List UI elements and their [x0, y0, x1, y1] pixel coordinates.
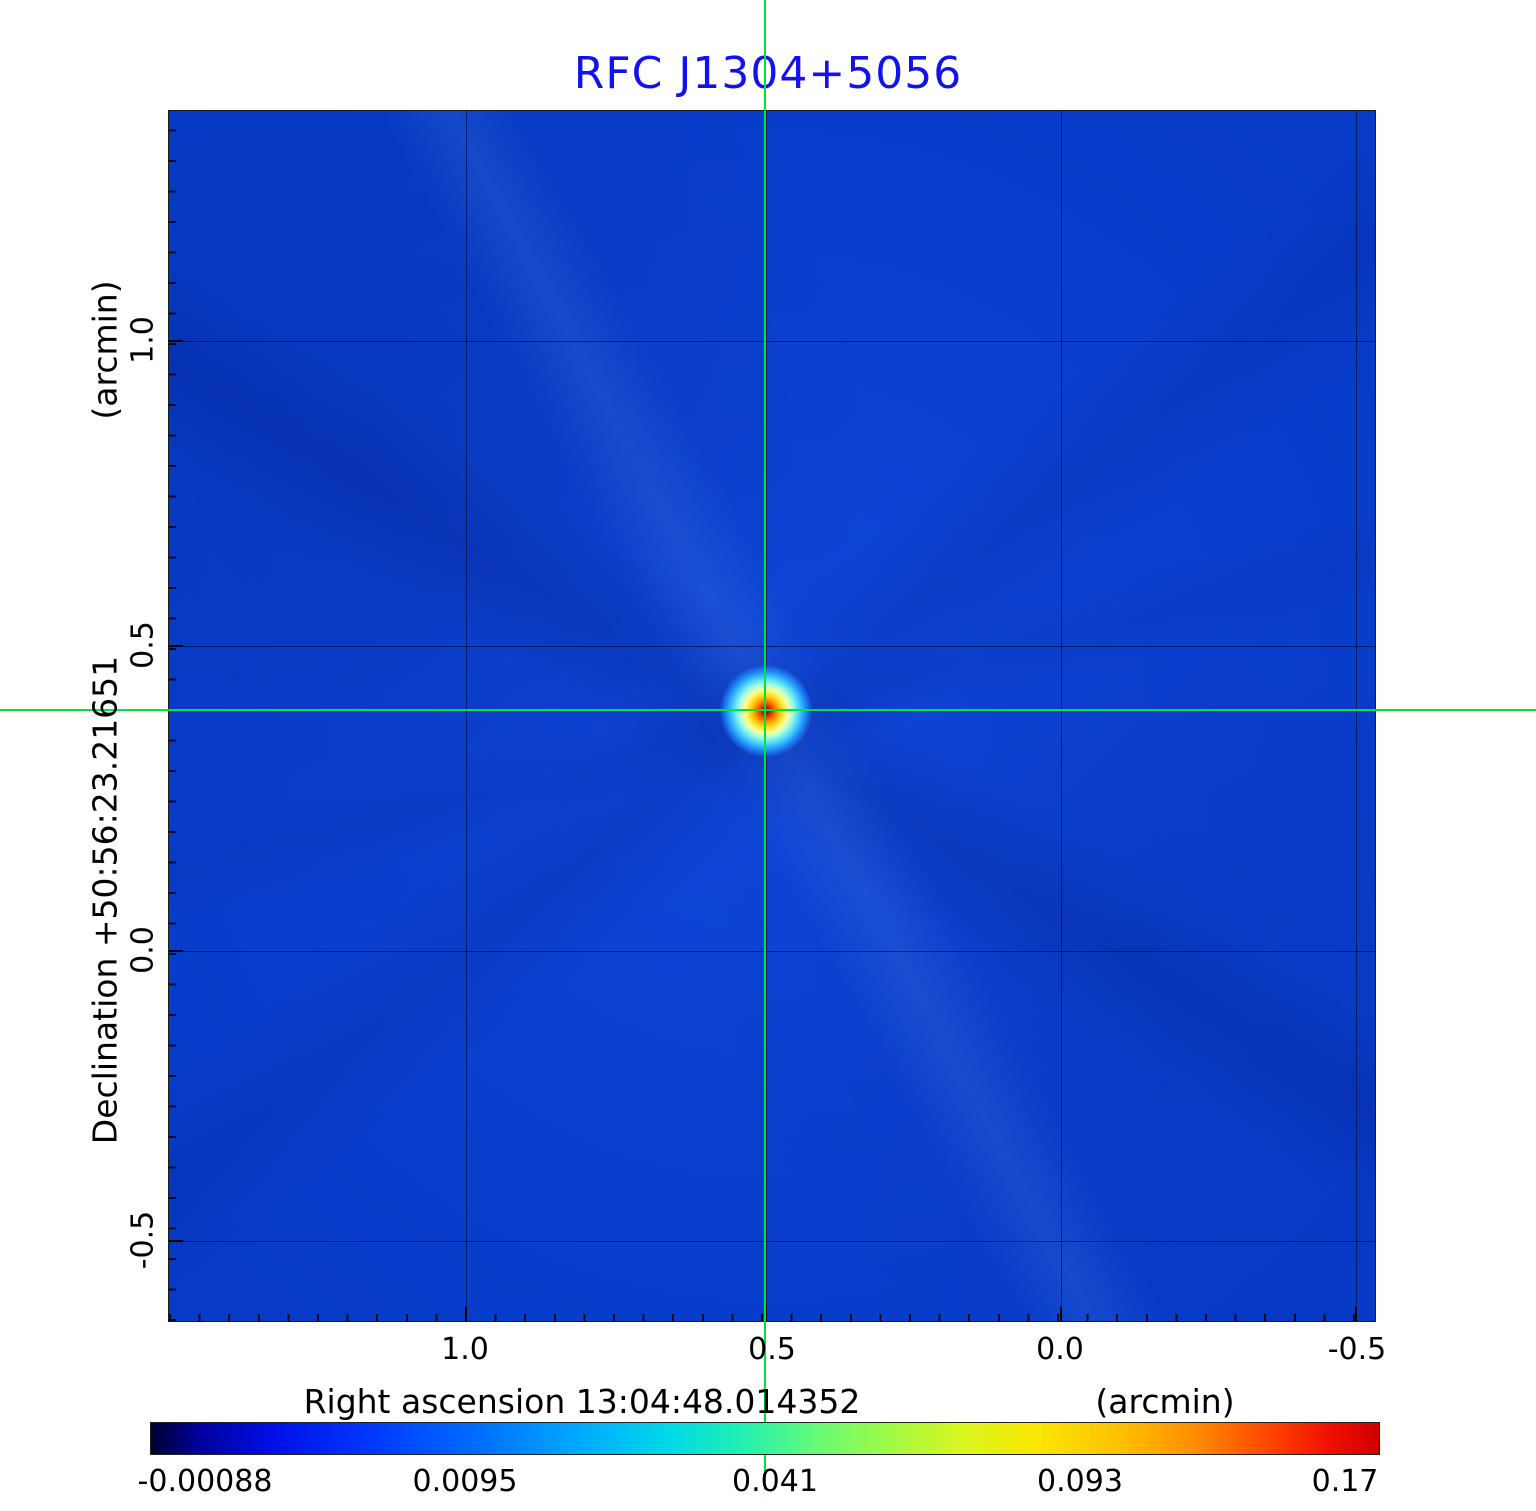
grid-line-v-3 [1061, 111, 1062, 1321]
major-tick-x-1 [465, 1307, 467, 1321]
grid-line-h-1 [169, 341, 1375, 342]
minor-ticks-x [169, 1314, 1375, 1321]
x-axis-label: Right ascension 13:04:48.014352 [303, 1382, 861, 1421]
y-tick-label-3: 0.0 [125, 926, 161, 974]
y-tick-label-2: 0.5 [125, 621, 161, 669]
crosshair-horizontal-line [0, 709, 1536, 711]
colorbar-tick-2: 0.0095 [412, 1464, 518, 1499]
major-tick-x-2 [765, 1307, 767, 1321]
grid-line-v-4 [1356, 111, 1357, 1321]
major-tick-y-1 [169, 340, 183, 342]
colorbar-tick-3: 0.041 [732, 1464, 818, 1499]
major-tick-y-3 [169, 950, 183, 952]
minor-ticks-y [169, 111, 176, 1321]
major-tick-x-3 [1060, 1307, 1062, 1321]
major-tick-y-4 [169, 1240, 183, 1242]
x-tick-label-3: 0.0 [1036, 1332, 1084, 1367]
x-tick-label-4: -0.5 [1327, 1332, 1387, 1367]
crosshair-vertical-line [764, 0, 766, 1490]
y-tick-label-1: 1.0 [125, 316, 161, 364]
y-axis-unit: (arcmin) [85, 280, 125, 420]
grid-line-v-1 [466, 111, 467, 1321]
colorbar-tick-1: -0.00088 [137, 1464, 273, 1499]
x-tick-label-2: 0.5 [748, 1332, 796, 1367]
major-tick-y-2 [169, 645, 183, 647]
radio-map [168, 110, 1376, 1322]
colorbar-tick-5: 0.17 [1311, 1464, 1379, 1499]
y-axis-label: Declination +50:56:23.21651 [85, 655, 125, 1145]
page-title: RFC J1304+5056 [573, 48, 963, 99]
grid-line-h-4 [169, 1241, 1375, 1242]
x-tick-label-1: 1.0 [441, 1332, 489, 1367]
colorbar [150, 1422, 1380, 1455]
colorbar-tick-4: 0.093 [1037, 1464, 1123, 1499]
major-tick-x-4 [1355, 1307, 1357, 1321]
y-tick-label-4: -0.5 [125, 1210, 161, 1270]
grid-line-h-3 [169, 951, 1375, 952]
grid-line-h-2 [169, 646, 1375, 647]
radio-source-peak [708, 653, 824, 769]
x-axis-unit: (arcmin) [1095, 1382, 1235, 1421]
